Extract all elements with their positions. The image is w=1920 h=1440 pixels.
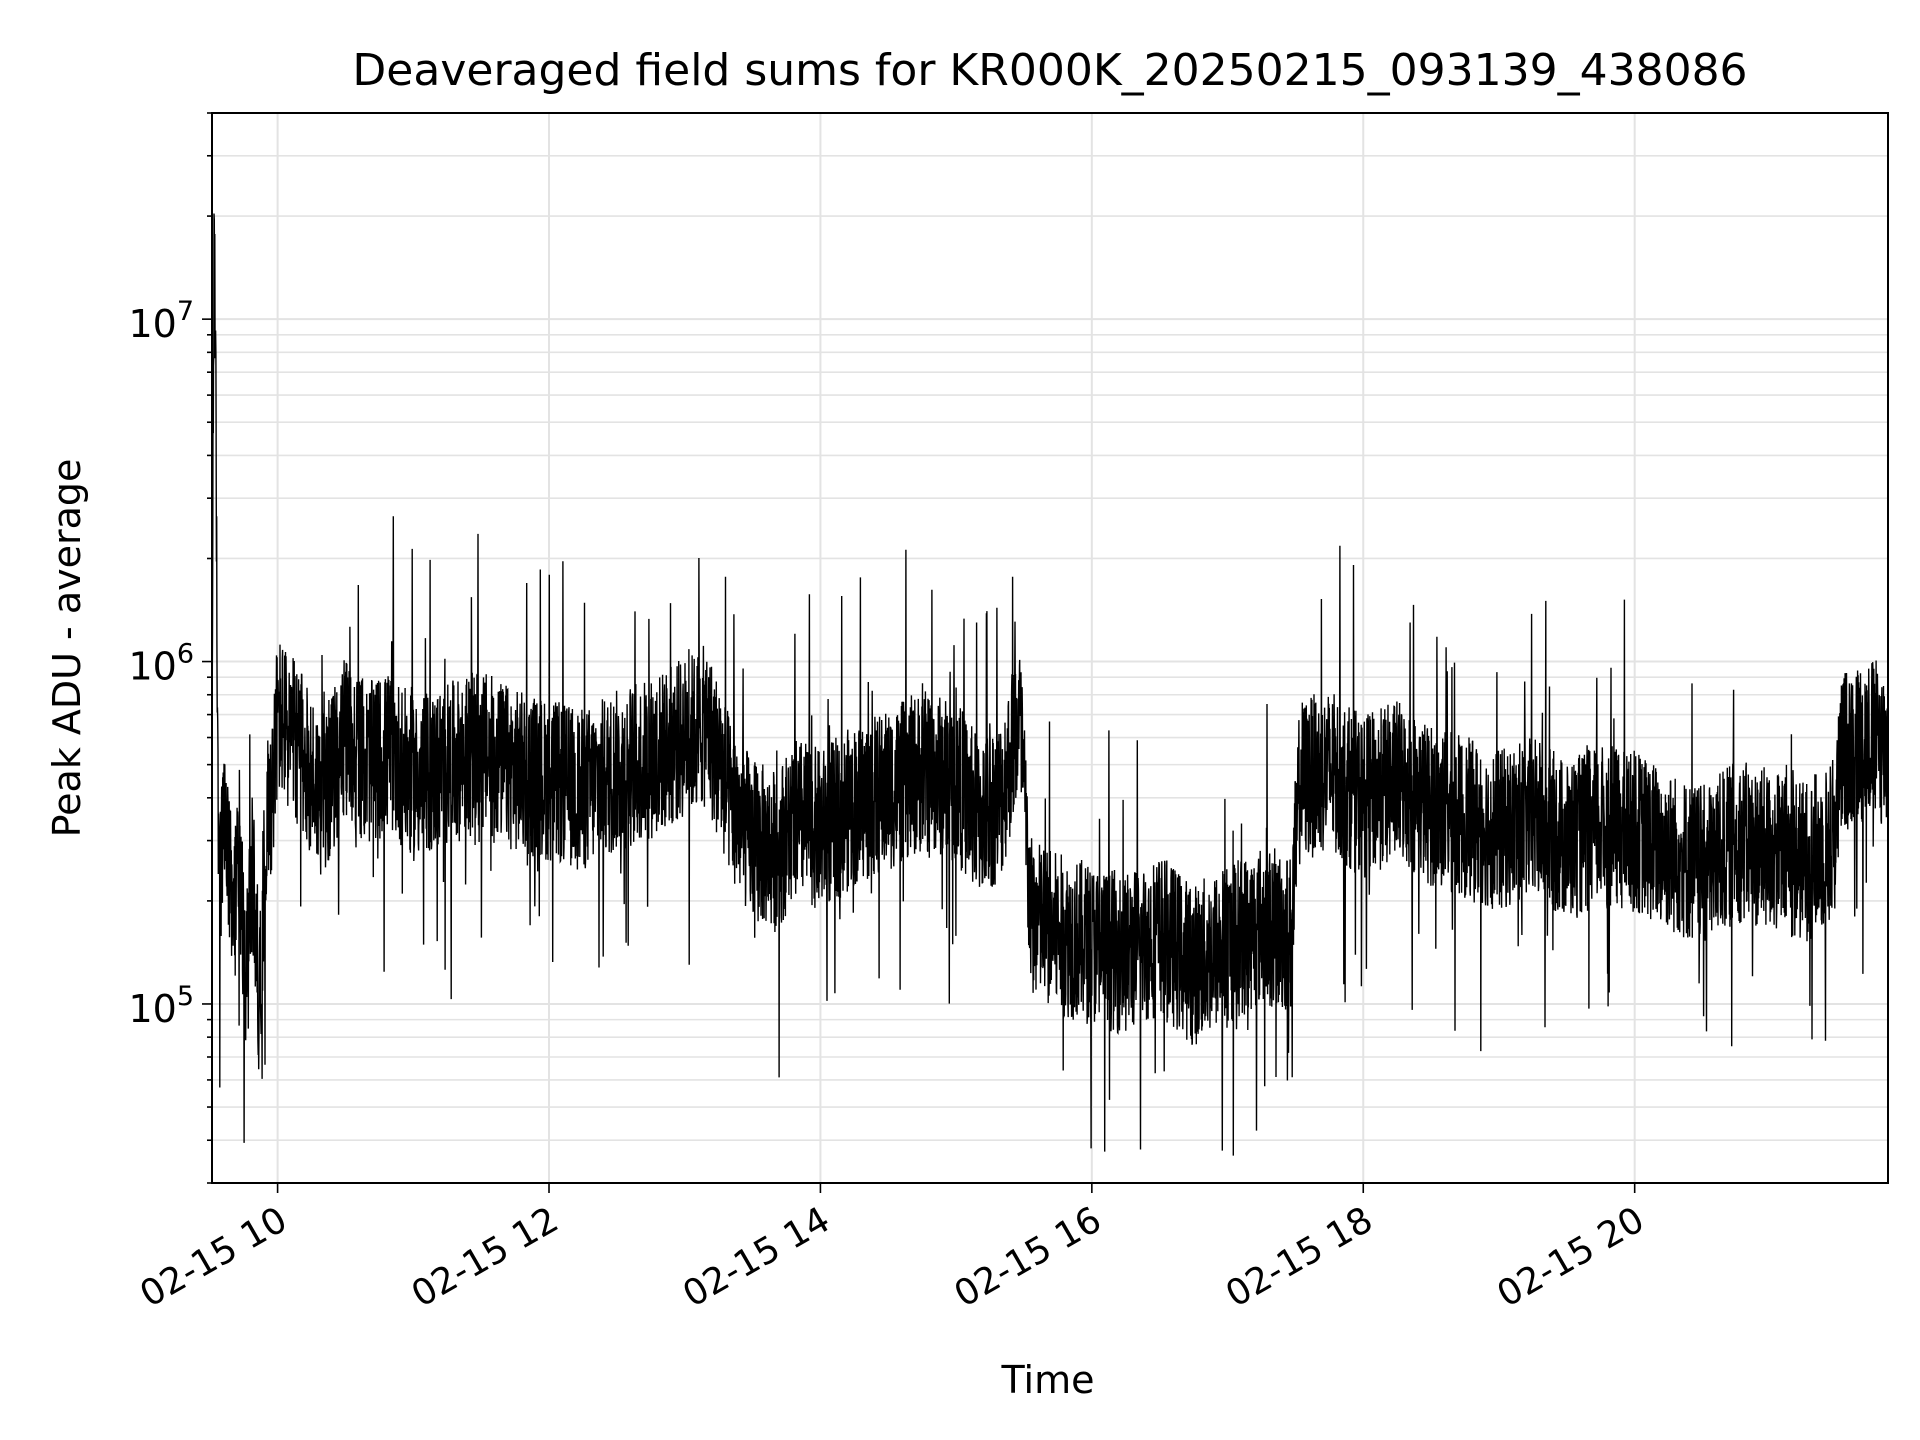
y-axis-ticks: 105 106 107 xyxy=(128,112,212,1184)
plot-frame xyxy=(211,112,1889,1184)
chart-title: Deaveraged field sums for KR000K_2025021… xyxy=(352,45,1747,96)
x-axis-label: Time xyxy=(1001,1358,1095,1402)
series-line xyxy=(211,213,1889,1156)
series-group xyxy=(211,213,1889,1156)
y-tick-label: 106 xyxy=(128,639,194,689)
y-axis-label: Peak ADU - average xyxy=(45,459,89,838)
y-tick-label: 105 xyxy=(128,981,194,1031)
y-tick-label: 107 xyxy=(128,296,194,346)
